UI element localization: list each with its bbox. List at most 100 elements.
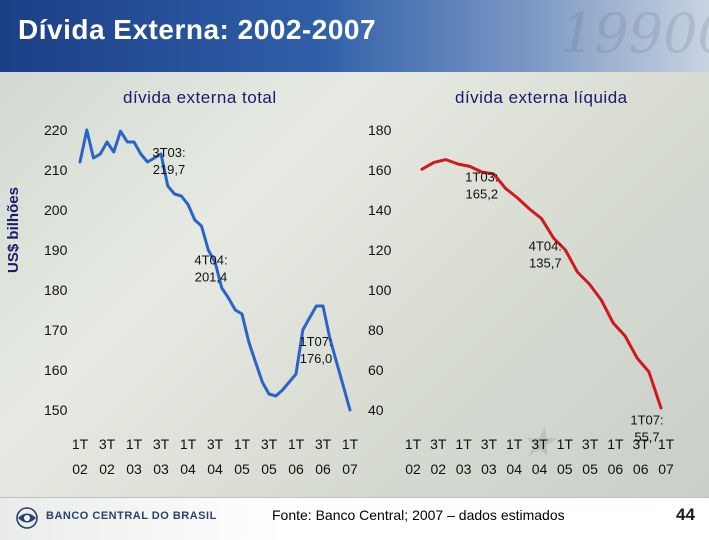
annotation-total-line1: 3T03:: [152, 145, 185, 160]
y-tick-label-total: 170: [44, 322, 68, 338]
x-tick-year-net: 06: [608, 461, 624, 477]
x-tick-year-total: 04: [180, 461, 196, 477]
x-tick-year-net: 04: [532, 461, 548, 477]
right-chart-title: dívida externa líquida: [455, 88, 628, 107]
x-tick-year-total: 02: [99, 461, 115, 477]
x-tick-year-net: 07: [658, 461, 674, 477]
annotation-total-line2: 201,4: [195, 269, 228, 284]
x-tick-quarter-total: 3T: [99, 436, 116, 452]
y-tick-label-net: 100: [368, 282, 392, 298]
data-point-total: [308, 317, 311, 319]
data-point-total: [220, 287, 223, 289]
data-point-net: [492, 173, 495, 175]
data-point-total: [328, 337, 331, 339]
x-tick-quarter-net: 1T: [557, 436, 574, 452]
x-tick-quarter-total: 1T: [288, 436, 305, 452]
data-point-total: [99, 153, 102, 155]
data-point-net: [612, 322, 614, 324]
title-banner: [0, 0, 709, 72]
data-point-net: [504, 187, 507, 190]
y-tick-label-net: 80: [368, 322, 384, 338]
x-tick-quarter-total: 3T: [207, 436, 224, 452]
page-title: Dívida Externa: 2002-2007: [18, 14, 377, 45]
y-tick-label-net: 140: [368, 202, 392, 218]
data-point-total: [146, 161, 149, 163]
x-tick-year-total: 06: [288, 461, 304, 477]
series-line-net: [420, 158, 663, 410]
y-tick-label-total: 200: [44, 202, 68, 218]
x-tick-quarter-net: 3T: [481, 436, 498, 452]
data-point-total: [92, 157, 95, 159]
data-point-total: [315, 305, 318, 307]
data-point-net: [457, 163, 459, 165]
data-point-total: [301, 329, 304, 331]
data-point-total: [274, 395, 277, 397]
data-point-total: [173, 193, 176, 195]
y-tick-label-total: 220: [44, 122, 68, 138]
y-tick-label-net: 40: [368, 402, 384, 418]
annotation-net-line2: 55,7: [634, 430, 659, 445]
data-point-total: [247, 341, 250, 343]
x-tick-year-net: 04: [506, 461, 522, 477]
x-tick-year-net: 03: [481, 461, 497, 477]
data-point-total: [193, 219, 196, 221]
data-point-net: [588, 283, 591, 285]
data-point-total: [261, 381, 264, 383]
data-point-total: [187, 203, 189, 206]
x-tick-quarter-total: 1T: [342, 436, 359, 452]
source-note: Fonte: Banco Central; 2007 – dados estim…: [272, 507, 565, 523]
data-point-total: [295, 373, 297, 375]
data-point-net: [648, 371, 650, 373]
data-point-net: [636, 357, 638, 359]
data-point-total: [126, 141, 129, 143]
data-point-total: [180, 195, 183, 197]
y-tick-label-total: 160: [44, 362, 68, 378]
data-point-total: [106, 141, 108, 143]
data-point-net: [480, 171, 483, 173]
data-point-total: [234, 309, 237, 311]
x-tick-year-total: 06: [315, 461, 331, 477]
data-point-total: [139, 153, 142, 155]
x-tick-year-total: 03: [126, 461, 142, 477]
x-tick-quarter-net: 1T: [506, 436, 523, 452]
y-tick-label-net: 120: [368, 242, 392, 258]
annotation-total-line1: 4T04:: [194, 252, 227, 267]
data-point-total: [133, 141, 135, 143]
data-point-net: [516, 197, 519, 199]
annotation-total-line2: 176,0: [300, 351, 333, 366]
data-point-total: [281, 389, 284, 391]
y-tick-label-net: 60: [368, 362, 384, 378]
data-point-total: [254, 361, 257, 363]
x-tick-quarter-total: 3T: [153, 436, 170, 452]
x-tick-quarter-total: 1T: [126, 436, 143, 452]
x-tick-quarter-total: 3T: [315, 436, 332, 452]
data-point-total: [322, 305, 324, 307]
data-point-net: [564, 249, 567, 251]
x-tick-year-total: 05: [234, 461, 250, 477]
bank-name: BANCO CENTRAL DO BRASIL: [46, 510, 217, 522]
y-tick-label-net: 160: [368, 162, 392, 178]
footer-bar: [0, 497, 709, 540]
banknote-background-decoration-2: ★: [520, 420, 556, 466]
x-tick-year-total: 05: [261, 461, 277, 477]
annotation-net-line2: 135,7: [529, 256, 562, 271]
data-point-total: [335, 361, 338, 363]
x-tick-year-total: 02: [72, 461, 88, 477]
x-tick-quarter-net: 1T: [658, 436, 675, 452]
x-tick-year-net: 02: [431, 461, 447, 477]
data-point-net: [624, 335, 626, 337]
x-tick-quarter-net: 3T: [430, 436, 447, 452]
x-tick-quarter-net: 3T: [531, 436, 548, 452]
x-tick-quarter-total: 1T: [180, 436, 197, 452]
data-point-net: [445, 158, 447, 161]
data-point-total: [268, 393, 270, 395]
y-tick-label-total: 150: [44, 402, 68, 418]
annotation-net-line1: 1T03:: [465, 170, 498, 185]
data-point-net: [528, 208, 531, 210]
data-point-total: [288, 381, 291, 383]
data-point-net: [552, 237, 555, 239]
data-point-total: [200, 225, 203, 227]
data-point-total: [85, 129, 88, 131]
y-tick-label-net: 180: [368, 122, 392, 138]
